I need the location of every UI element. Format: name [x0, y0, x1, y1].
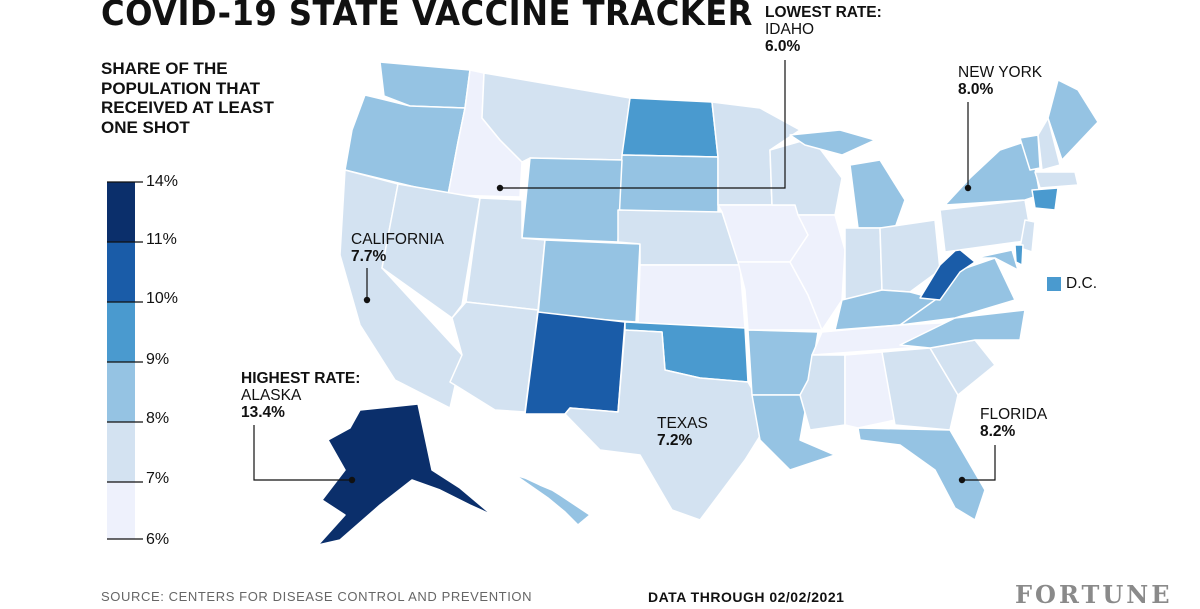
legend-swatch-10: [107, 302, 135, 362]
legend-swatch-11: [107, 242, 135, 302]
state-georgia: [881, 347, 959, 431]
state-michigan-lower: [849, 159, 906, 229]
state-kansas: [637, 264, 746, 329]
dc-swatch: [1047, 277, 1061, 291]
callout-lowest-state: IDAHO: [765, 21, 815, 38]
legend-swatch-8: [107, 422, 135, 482]
callout-lowest-head: LOWEST RATE:: [765, 4, 882, 21]
state-vermont: [1019, 134, 1041, 171]
callout-highest-state: ALASKA: [241, 387, 302, 404]
legend-title: SHARE OF THE POPULATION THAT RECEIVED AT…: [101, 59, 274, 137]
callout-ny-value: 8.0%: [958, 81, 994, 98]
callout-highest-value: 13.4%: [241, 404, 285, 421]
state-washington-fill: [379, 61, 471, 109]
callout-new-york: NEW YORK 8.0%: [958, 64, 1042, 98]
state-wyoming: [521, 157, 623, 243]
legend-swatch-7: [107, 482, 135, 539]
data-date: DATA THROUGH 02/02/2021: [648, 589, 845, 605]
callout-leaders: [253, 60, 996, 481]
state-alaska: [317, 403, 493, 546]
state-maine: [1047, 79, 1099, 161]
callout-highest: HIGHEST RATE: ALASKA 13.4%: [241, 370, 360, 421]
state-south-dakota: [617, 154, 719, 216]
callout-ca-state: CALIFORNIA: [351, 231, 445, 248]
state-hawaii: [514, 474, 591, 526]
state-massachusetts: [1034, 171, 1079, 189]
state-connecticut: [1031, 187, 1059, 211]
page-title: COVID-19 STATE VACCINE TRACKER: [101, 0, 753, 34]
legend-label-10: 10%: [146, 290, 179, 307]
legend-label-9: 9%: [146, 351, 170, 368]
callout-fl-value: 8.2%: [980, 423, 1016, 440]
state-alabama: [844, 351, 896, 429]
callout-california: CALIFORNIA 7.7%: [351, 231, 444, 265]
state-maryland: [974, 249, 1019, 271]
legend-swatch-14: [107, 182, 135, 242]
state-new-hampshire: [1037, 117, 1061, 171]
legend-label-8: 8%: [146, 410, 170, 427]
legend-swatch-9: [107, 362, 135, 422]
callout-ny-state: NEW YORK: [958, 64, 1043, 81]
source-note: SOURCE: CENTERS FOR DISEASE CONTROL AND …: [101, 589, 533, 604]
callout-tx-state: TEXAS: [657, 415, 708, 432]
state-indiana: [844, 227, 883, 301]
callout-tx-value: 7.2%: [657, 432, 693, 449]
state-ohio: [879, 219, 941, 293]
callout-florida: FLORIDA 8.2%: [980, 406, 1047, 440]
callout-highest-head: HIGHEST RATE:: [241, 370, 361, 387]
callout-dots: [348, 184, 972, 484]
callout-ca-value: 7.7%: [351, 248, 387, 265]
legend-label-6: 6%: [146, 531, 170, 548]
callout-lowest-value: 6.0%: [765, 38, 801, 55]
callout-lowest: LOWEST RATE: IDAHO 6.0%: [765, 4, 882, 55]
state-west-virginia: [919, 247, 976, 301]
legend-label-7: 7%: [146, 470, 170, 487]
callout-fl-state: FLORIDA: [980, 406, 1048, 423]
state-north-dakota: [621, 97, 719, 158]
state-pennsylvania: [939, 199, 1033, 253]
dc-label: D.C.: [1066, 275, 1097, 292]
state-delaware: [1014, 244, 1024, 266]
state-illinois: [789, 214, 846, 331]
state-michigan-upper: [789, 129, 876, 156]
legend-label-14: 14%: [146, 173, 179, 190]
state-texas: [564, 329, 771, 521]
state-new-mexico: [524, 311, 626, 415]
state-arizona: [449, 301, 539, 413]
state-new-jersey: [1019, 219, 1036, 253]
fortune-logo: FORTUNE: [1015, 580, 1173, 609]
state-florida: [857, 427, 986, 521]
callout-texas: TEXAS 7.2%: [657, 415, 708, 449]
legend-bar: [107, 181, 143, 540]
legend-label-11: 11%: [146, 231, 177, 248]
state-colorado: [537, 239, 641, 323]
